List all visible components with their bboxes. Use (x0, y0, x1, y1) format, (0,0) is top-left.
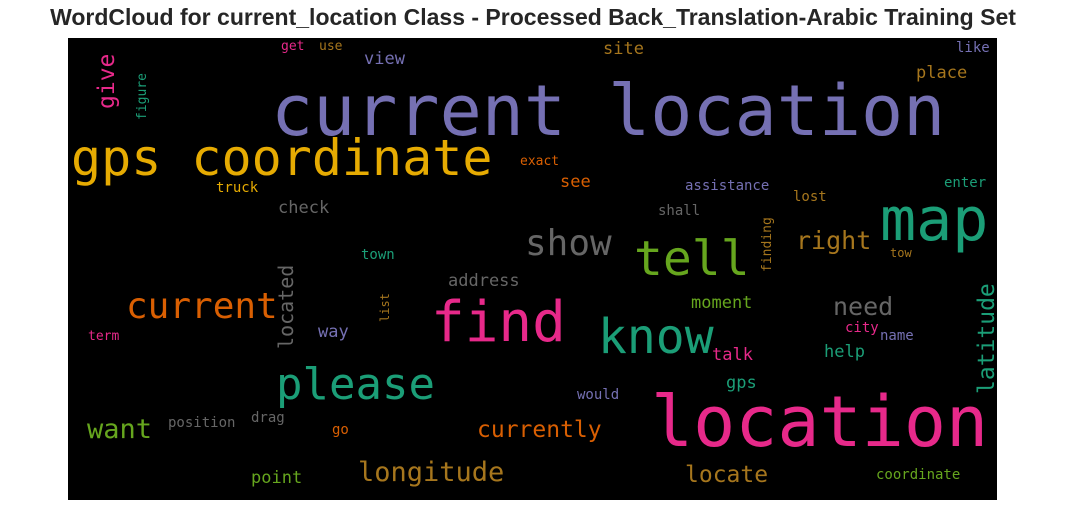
word-town: town (361, 247, 395, 263)
word-city: city (845, 320, 879, 336)
word-shall: shall (658, 203, 701, 219)
word-help: help (824, 342, 865, 362)
word-locate: locate (685, 462, 769, 488)
word-site: site (603, 39, 644, 59)
word-moment: moment (691, 293, 753, 313)
word-would: would (577, 387, 620, 403)
word-longitude: longitude (358, 457, 505, 488)
word-like: like (956, 40, 990, 56)
word-know: know (598, 309, 714, 365)
word-tell: tell (634, 231, 750, 287)
word-assistance: assistance (685, 178, 770, 194)
word-see: see (560, 172, 591, 192)
word-currently: currently (477, 417, 602, 443)
word-finding: finding (760, 217, 775, 272)
word-right: right (796, 226, 872, 255)
word-address: address (448, 271, 520, 291)
word-drag: drag (251, 410, 285, 426)
word-find: find (431, 290, 566, 355)
word-name: name (880, 328, 914, 344)
word-location: location (651, 381, 989, 463)
word-talk: talk (712, 345, 753, 365)
word-point: point (251, 468, 303, 488)
word-coordinate: coordinate (876, 467, 961, 483)
word-gps-coordinate: gps coordinate (71, 129, 493, 187)
word-lost: lost (793, 189, 827, 205)
word-located: located (274, 264, 298, 349)
word-way: way (318, 322, 349, 342)
word-enter: enter (944, 175, 987, 191)
word-current-location: current location (271, 70, 946, 152)
word-gps: gps (726, 373, 757, 393)
word-please: please (276, 359, 435, 410)
word-go: go (332, 422, 349, 438)
word-tow: tow (890, 246, 912, 260)
word-position: position (168, 415, 236, 431)
word-figure: figure (135, 73, 150, 120)
word-view: view (364, 49, 405, 69)
wordcloud-canvas: current location location gps coordinate ma… (68, 38, 997, 500)
word-check: check (278, 198, 330, 218)
word-need: need (833, 292, 894, 321)
word-want: want (87, 414, 153, 445)
figure-title: WordCloud for current_location Class - P… (50, 4, 1016, 30)
word-latitude: latitude (974, 283, 997, 394)
word-get: get (281, 39, 305, 54)
word-use: use (319, 39, 343, 54)
word-truck: truck (216, 180, 259, 196)
word-place: place (916, 63, 968, 83)
word-show: show (525, 223, 612, 264)
word-map: map (880, 185, 989, 255)
word-term: term (88, 329, 120, 344)
word-list: list (378, 293, 392, 322)
word-give: give (94, 53, 120, 109)
word-current: current (126, 286, 278, 327)
word-exact: exact (520, 154, 560, 169)
